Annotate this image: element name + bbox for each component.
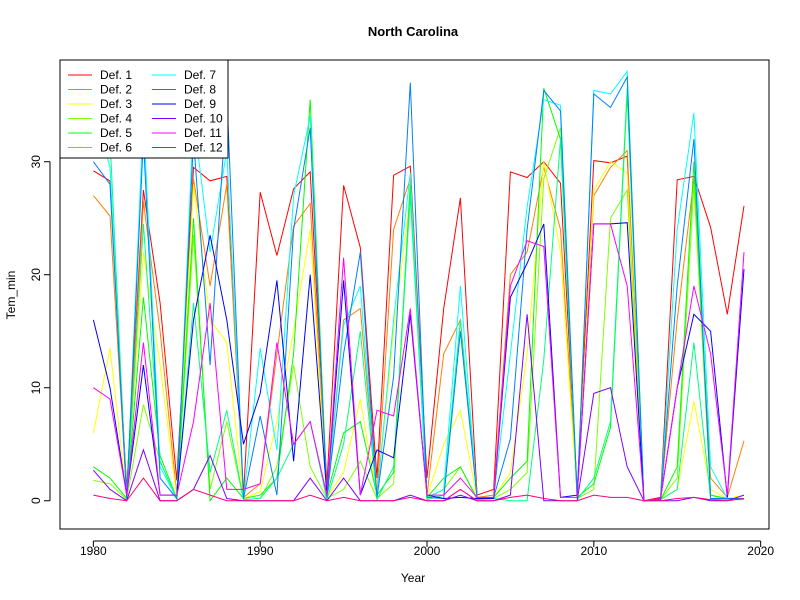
x-tick-label: 1990: [247, 544, 274, 558]
legend-label: Def. 9: [184, 97, 216, 111]
legend-item-def-9: Def. 9: [152, 97, 216, 111]
y-tick-label: 0: [29, 497, 43, 504]
chart-title: North Carolina: [368, 24, 459, 39]
legend-item-def-10: Def. 10: [152, 112, 223, 126]
y-tick-label: 20: [29, 268, 43, 282]
legend-label: Def. 5: [100, 126, 132, 140]
legend-label: Def. 11: [184, 126, 222, 140]
x-tick-label: 2000: [414, 544, 441, 558]
plot-frame: [59, 59, 770, 530]
legend-label: Def. 1: [100, 68, 132, 82]
legend-item-def-1: Def. 1: [68, 68, 132, 82]
legend-item-def-7: Def. 7: [152, 68, 216, 82]
series-line-def-8: [92, 75, 744, 502]
y-tick-label: 10: [29, 381, 43, 395]
x-tick-label: 1980: [80, 544, 107, 558]
legend-label: Def. 3: [100, 97, 132, 111]
x-tick-label: 2010: [580, 544, 607, 558]
legend-label: Def. 6: [100, 141, 132, 155]
x-axis-label: Year: [401, 571, 425, 585]
legend-label: Def. 7: [184, 68, 216, 82]
legend-item-def-11: Def. 11: [152, 126, 222, 140]
series-layer: [92, 69, 745, 503]
legend-item-def-6: Def. 6: [68, 141, 132, 155]
legend-item-def-4: Def. 4: [68, 112, 132, 126]
legend-label: Def. 4: [100, 112, 132, 126]
series-line-def-10: [93, 314, 745, 502]
y-axis: 0 10 20 30: [29, 155, 51, 504]
legend-item-def-2: Def. 2: [68, 83, 132, 97]
legend-item-def-8: Def. 8: [152, 83, 216, 97]
legend-label: Def. 12: [184, 141, 223, 155]
legend-label: Def. 2: [100, 83, 132, 97]
y-tick-label: 30: [29, 155, 43, 169]
legend-label: Def. 8: [184, 83, 216, 97]
series-line-def-11: [93, 223, 745, 502]
legend-item-def-12: Def. 12: [152, 141, 223, 155]
legend-item-def-5: Def. 5: [68, 126, 132, 140]
x-axis: 1980 1990 2000 2010 2020: [80, 540, 774, 558]
legend-item-def-3: Def. 3: [68, 97, 132, 111]
y-axis-label: Tem_min: [4, 271, 18, 320]
legend-box: [59, 59, 229, 159]
x-tick-label: 2020: [747, 544, 774, 558]
series-line-def-12: [93, 477, 745, 502]
legend-label: Def. 10: [184, 112, 223, 126]
